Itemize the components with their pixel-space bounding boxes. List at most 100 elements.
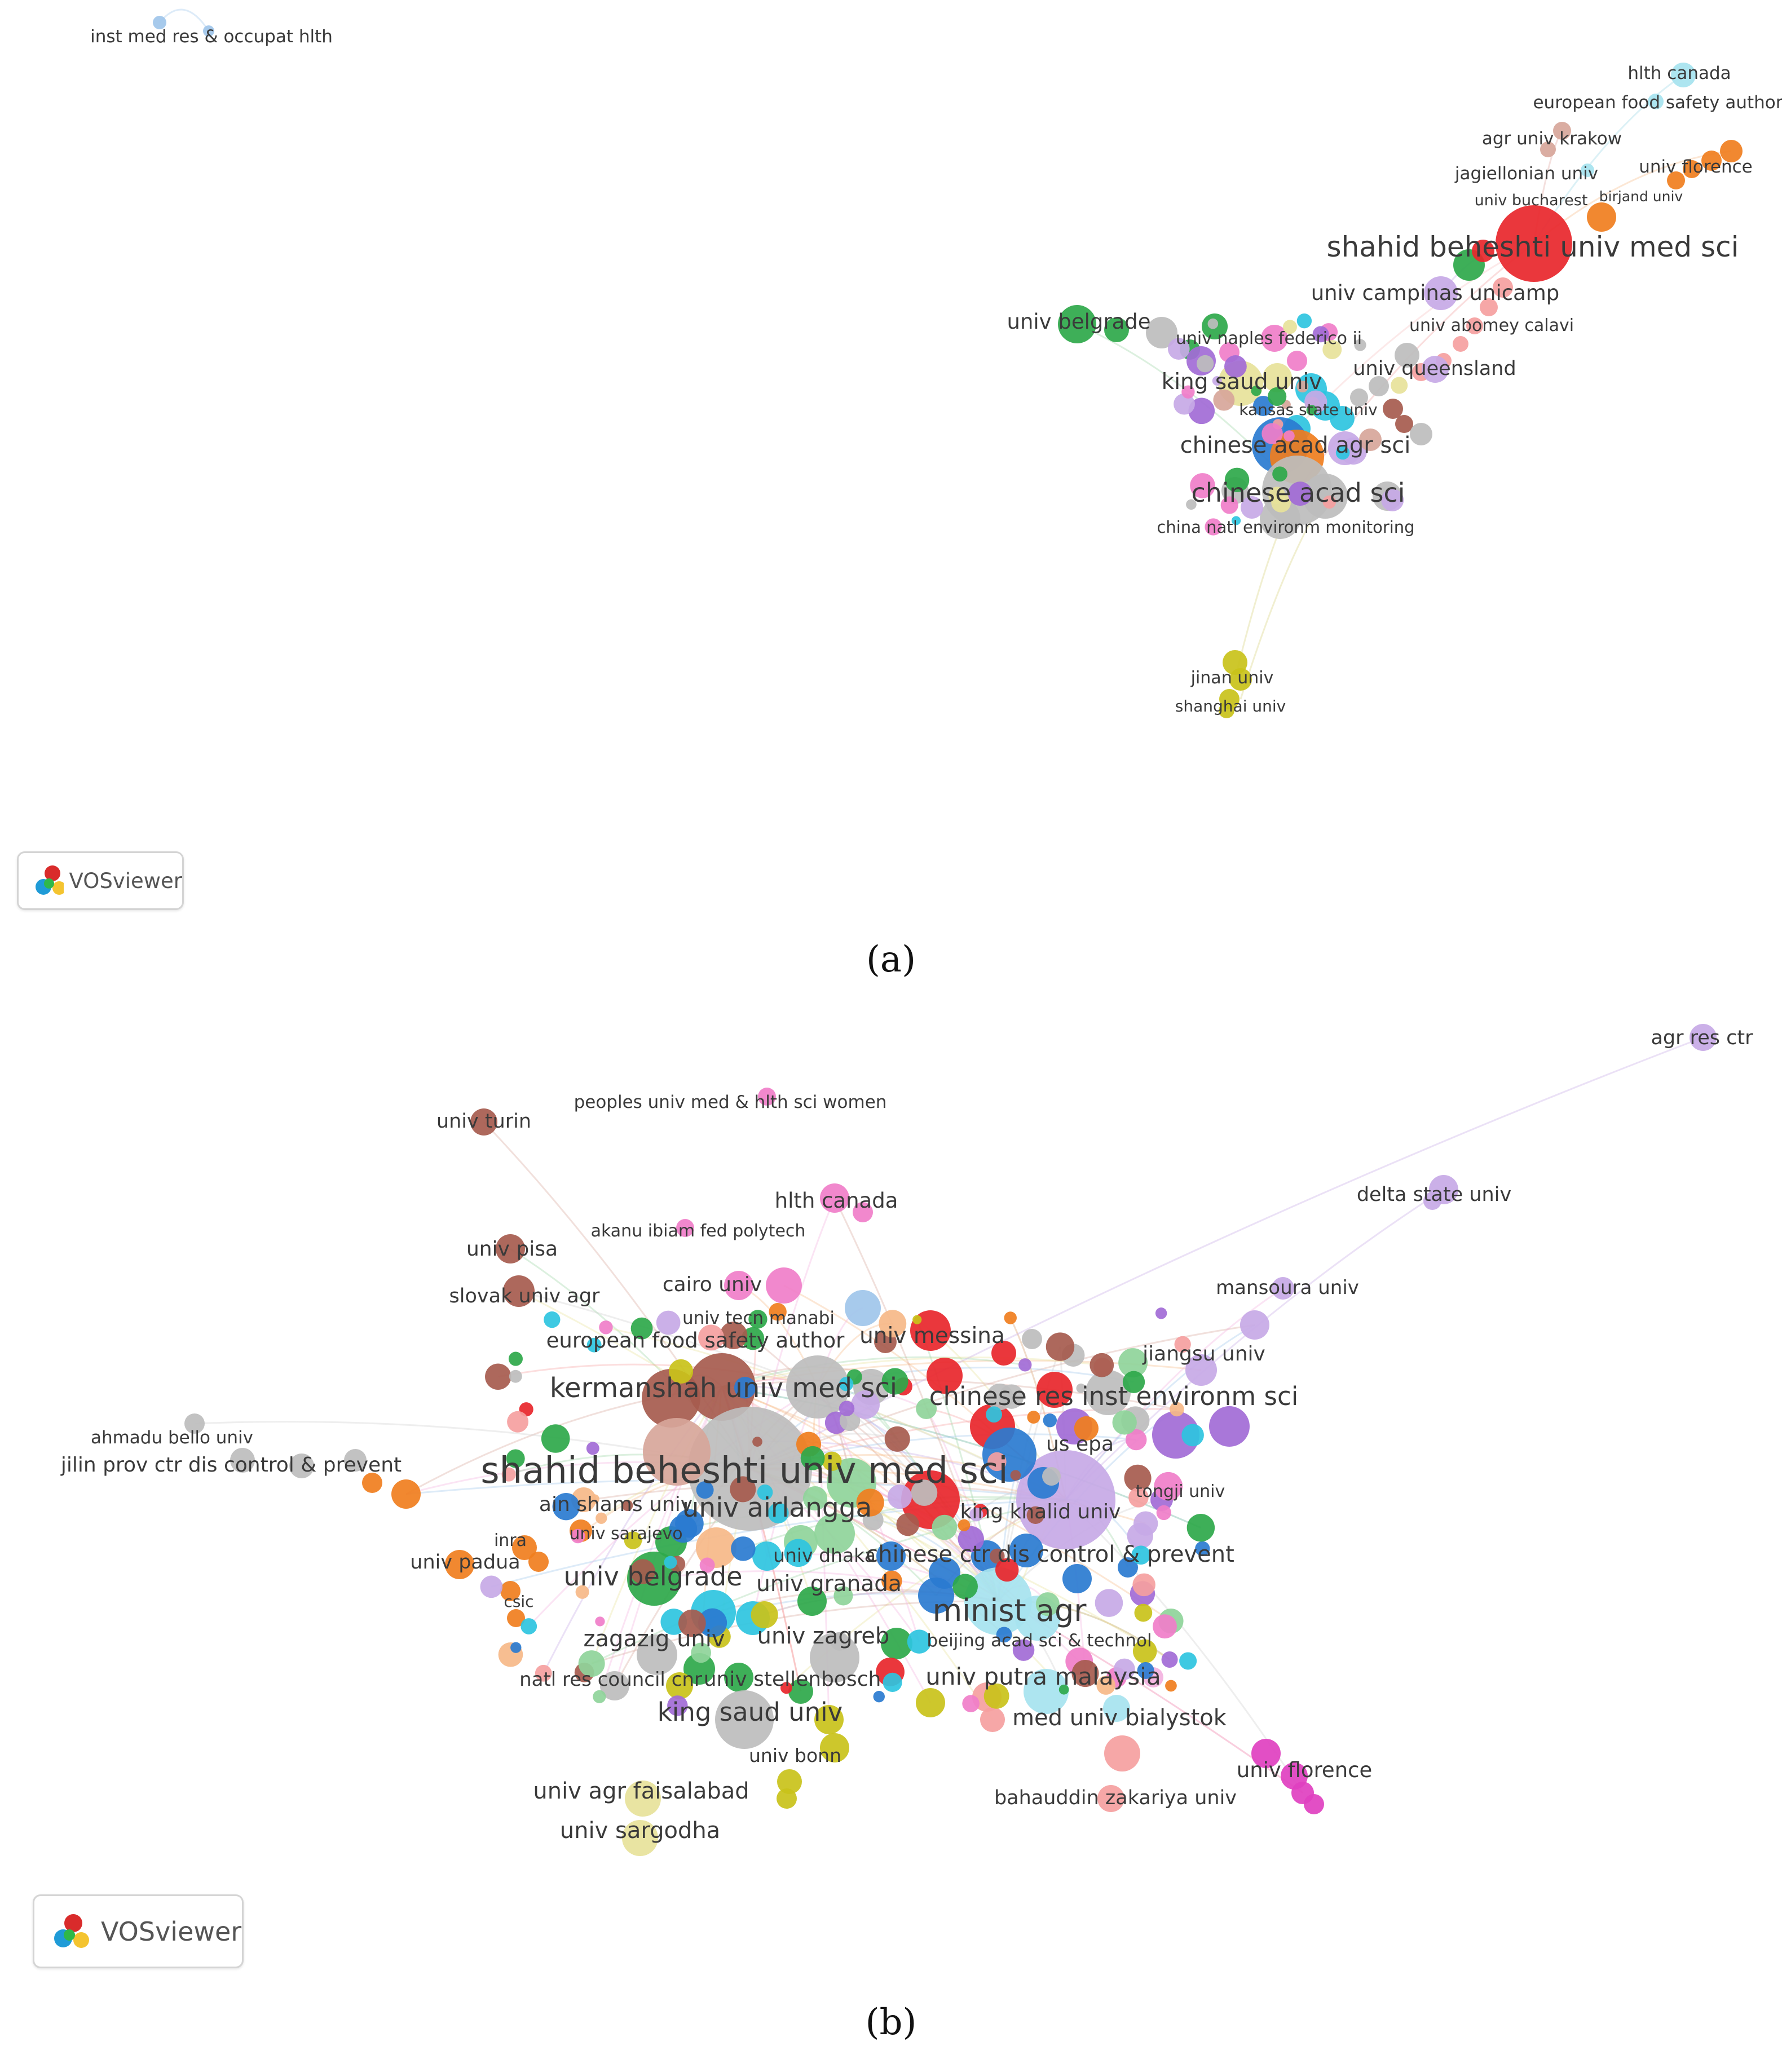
institution-node[interactable] bbox=[720, 1322, 748, 1350]
institution-node[interactable] bbox=[664, 1556, 677, 1569]
institution-node[interactable] bbox=[1074, 1416, 1099, 1441]
institution-node[interactable] bbox=[599, 1320, 613, 1335]
institution-node[interactable] bbox=[932, 1514, 958, 1540]
institution-node[interactable] bbox=[1190, 473, 1215, 498]
institution-node[interactable] bbox=[1012, 1639, 1035, 1661]
institution-node[interactable] bbox=[391, 1479, 421, 1509]
institution-node[interactable] bbox=[1174, 1336, 1191, 1353]
institution-node[interactable] bbox=[656, 1310, 681, 1335]
institution-node[interactable] bbox=[1062, 1564, 1092, 1593]
institution-node[interactable] bbox=[1154, 1472, 1183, 1501]
institution-node[interactable] bbox=[1195, 1541, 1210, 1557]
institution-node[interactable] bbox=[715, 1690, 774, 1749]
institution-node[interactable] bbox=[996, 1627, 1012, 1643]
institution-node[interactable] bbox=[344, 1449, 367, 1472]
institution-node[interactable] bbox=[800, 1446, 825, 1470]
institution-node[interactable] bbox=[1122, 1371, 1145, 1393]
institution-node[interactable] bbox=[1058, 305, 1096, 343]
institution-node[interactable] bbox=[730, 1476, 756, 1503]
institution-node[interactable] bbox=[1260, 498, 1300, 539]
institution-node[interactable] bbox=[508, 1351, 523, 1366]
institution-node[interactable] bbox=[1132, 1639, 1157, 1664]
institution-node[interactable] bbox=[873, 1690, 885, 1703]
institution-node[interactable] bbox=[1118, 1348, 1148, 1378]
institution-node[interactable] bbox=[989, 1548, 1005, 1564]
institution-node[interactable] bbox=[668, 1359, 694, 1384]
institution-node[interactable] bbox=[1381, 488, 1404, 511]
institution-node[interactable] bbox=[595, 1616, 605, 1627]
institution-node[interactable] bbox=[485, 1363, 511, 1390]
institution-node[interactable] bbox=[983, 1683, 1009, 1709]
institution-node[interactable] bbox=[1690, 1024, 1717, 1051]
institution-node[interactable] bbox=[777, 1788, 797, 1809]
institution-node[interactable] bbox=[600, 1671, 629, 1700]
institution-node[interactable] bbox=[643, 1418, 711, 1486]
institution-node[interactable] bbox=[1181, 1424, 1204, 1447]
institution-node[interactable] bbox=[1267, 387, 1287, 406]
institution-node[interactable] bbox=[822, 1451, 842, 1472]
institution-node[interactable] bbox=[1179, 1652, 1197, 1670]
institution-node[interactable] bbox=[1207, 318, 1219, 329]
institution-node[interactable] bbox=[669, 1515, 698, 1543]
institution-node[interactable] bbox=[688, 1353, 756, 1421]
institution-node[interactable] bbox=[586, 1442, 599, 1455]
institution-node[interactable] bbox=[1165, 1680, 1177, 1692]
institution-node[interactable] bbox=[1322, 340, 1342, 359]
institution-node[interactable] bbox=[624, 1531, 642, 1549]
institution-node[interactable] bbox=[724, 1271, 753, 1300]
institution-node[interactable] bbox=[881, 1368, 908, 1395]
institution-node[interactable] bbox=[958, 1519, 971, 1532]
institution-node[interactable] bbox=[1153, 1614, 1177, 1639]
network-canvas-b[interactable]: agr res ctr univ turin peoples univ med & … bbox=[0, 992, 1782, 2038]
institution-node[interactable] bbox=[1229, 668, 1252, 691]
institution-node[interactable] bbox=[1424, 276, 1458, 310]
institution-node[interactable] bbox=[916, 1398, 937, 1420]
institution-node[interactable] bbox=[1146, 317, 1177, 348]
institution-node[interactable] bbox=[1540, 142, 1556, 157]
institution-node[interactable] bbox=[683, 1653, 715, 1685]
institution-node[interactable] bbox=[987, 1452, 1007, 1472]
institution-node[interactable] bbox=[1701, 151, 1722, 171]
institution-node[interactable] bbox=[1071, 1660, 1099, 1687]
institution-node[interactable] bbox=[503, 1275, 535, 1307]
institution-node[interactable] bbox=[1383, 399, 1403, 419]
institution-node[interactable] bbox=[1354, 339, 1366, 351]
institution-node[interactable] bbox=[625, 1781, 661, 1817]
institution-node[interactable] bbox=[1304, 1794, 1324, 1814]
institution-node[interactable] bbox=[1156, 1505, 1171, 1521]
institution-node[interactable] bbox=[1103, 1695, 1130, 1722]
institution-node[interactable] bbox=[1253, 396, 1273, 416]
institution-node[interactable] bbox=[1410, 423, 1432, 445]
institution-node[interactable] bbox=[1132, 1573, 1155, 1597]
institution-node[interactable] bbox=[1213, 389, 1235, 411]
institution-node[interactable] bbox=[1022, 1329, 1042, 1349]
network-canvas-a[interactable]: inst med res & occupat hlth hlth canada eu… bbox=[0, 0, 1782, 958]
institution-node[interactable] bbox=[1553, 122, 1571, 140]
institution-node[interactable] bbox=[1296, 313, 1312, 329]
institution-node[interactable] bbox=[1131, 1545, 1150, 1565]
institution-node[interactable] bbox=[952, 1574, 978, 1600]
institution-node[interactable] bbox=[1350, 388, 1368, 407]
institution-node[interactable] bbox=[856, 1488, 884, 1517]
institution-node[interactable] bbox=[1124, 1464, 1152, 1492]
institution-node[interactable] bbox=[1174, 393, 1195, 415]
institution-node[interactable] bbox=[1181, 385, 1195, 399]
institution-node[interactable] bbox=[1126, 1429, 1147, 1451]
institution-node[interactable] bbox=[1018, 1358, 1032, 1372]
institution-node[interactable] bbox=[1303, 474, 1348, 519]
institution-node[interactable] bbox=[1224, 467, 1250, 493]
institution-node[interactable] bbox=[907, 1629, 932, 1654]
institution-node[interactable] bbox=[820, 1183, 849, 1213]
institution-node[interactable] bbox=[1118, 1557, 1138, 1578]
institution-node[interactable] bbox=[1127, 1522, 1153, 1549]
institution-node[interactable] bbox=[1086, 1370, 1131, 1415]
institution-node[interactable] bbox=[748, 1310, 768, 1329]
institution-node[interactable] bbox=[780, 1682, 792, 1694]
institution-node[interactable] bbox=[1251, 1739, 1281, 1768]
institution-node[interactable] bbox=[1026, 1506, 1044, 1524]
institution-node[interactable] bbox=[1359, 428, 1382, 451]
institution-node[interactable] bbox=[752, 1437, 762, 1447]
institution-node[interactable] bbox=[757, 1485, 773, 1500]
institution-node[interactable] bbox=[1272, 466, 1287, 482]
institution-node[interactable] bbox=[1096, 1676, 1115, 1695]
